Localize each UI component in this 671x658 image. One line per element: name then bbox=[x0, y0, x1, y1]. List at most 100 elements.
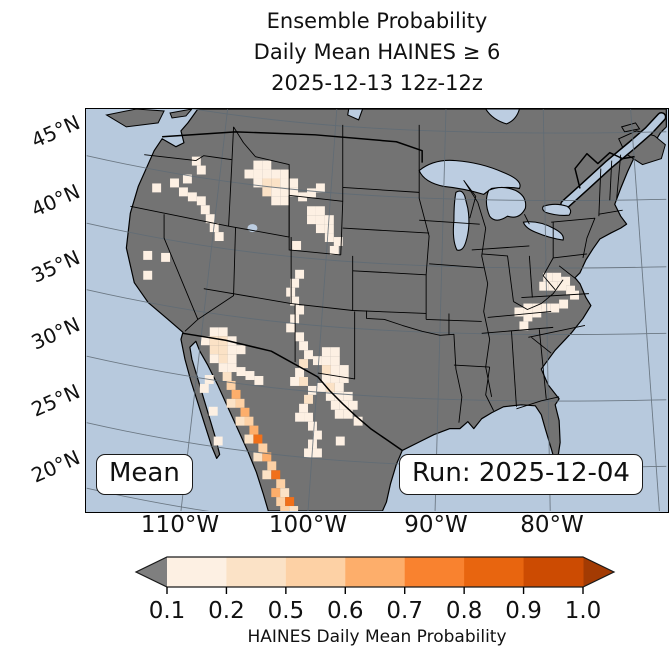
probability-cell bbox=[299, 359, 309, 369]
nova-scotia bbox=[618, 122, 666, 166]
probability-cell bbox=[330, 347, 340, 357]
lake-michigan bbox=[452, 190, 470, 251]
colorbar[interactable]: 0.1 0.2 0.5 0.6 0.7 0.8 0.9 1.0 bbox=[134, 556, 616, 636]
probability-cell bbox=[315, 206, 325, 216]
probability-cell bbox=[286, 287, 296, 297]
probability-cell bbox=[196, 165, 206, 175]
lon-tick-110w: 110°W bbox=[140, 512, 220, 538]
probability-cell bbox=[209, 327, 219, 337]
north-america-landmass bbox=[125, 109, 667, 511]
probability-cell bbox=[209, 354, 219, 364]
probability-cell bbox=[330, 356, 340, 366]
probability-cell bbox=[299, 403, 309, 413]
probability-cell bbox=[226, 398, 236, 408]
probability-cell bbox=[312, 356, 322, 366]
colorbar-tick-label: 0.8 bbox=[446, 598, 483, 624]
probability-cell bbox=[334, 409, 344, 419]
probability-cell bbox=[325, 391, 335, 401]
probability-cell bbox=[214, 232, 224, 242]
probability-cell bbox=[307, 188, 316, 198]
probability-cell bbox=[227, 354, 237, 364]
probability-cell bbox=[222, 372, 232, 381]
probability-cell bbox=[271, 470, 281, 480]
probability-cell bbox=[244, 169, 254, 179]
lat-tick-25n: 25°N bbox=[27, 379, 84, 422]
probability-cell bbox=[244, 416, 254, 426]
probability-cell bbox=[523, 312, 533, 322]
probability-cell bbox=[519, 321, 529, 331]
probability-cell bbox=[514, 307, 524, 317]
probability-cell bbox=[231, 389, 241, 399]
probability-cell bbox=[299, 341, 309, 351]
lake-ontario bbox=[542, 203, 572, 216]
probability-cell bbox=[330, 400, 340, 410]
probability-cell bbox=[321, 347, 331, 357]
probability-cell bbox=[559, 299, 569, 309]
probability-cell bbox=[566, 285, 576, 295]
probability-cell bbox=[200, 336, 210, 346]
meridian-110w bbox=[180, 109, 229, 511]
probability-cell bbox=[523, 303, 533, 313]
probability-cell bbox=[286, 323, 296, 333]
lon-tick-90w: 90°W bbox=[404, 512, 468, 538]
probability-cell bbox=[304, 412, 313, 422]
probability-cell bbox=[213, 436, 223, 446]
probability-cell bbox=[334, 391, 344, 401]
probability-cell bbox=[249, 425, 259, 435]
parallel-20n bbox=[86, 487, 210, 511]
probability-cell bbox=[262, 452, 272, 462]
probability-cell bbox=[324, 215, 334, 225]
colorbar-segment bbox=[464, 557, 525, 587]
probability-cell bbox=[333, 237, 343, 246]
probability-cell bbox=[218, 363, 228, 373]
graticule-gridlines bbox=[86, 109, 667, 511]
probability-cell bbox=[295, 269, 305, 279]
colorbar-tick-label: 0.9 bbox=[505, 598, 542, 624]
probability-cell bbox=[321, 374, 331, 383]
colorbar-tick-label: 0.2 bbox=[208, 598, 245, 624]
probability-cell bbox=[262, 187, 272, 197]
probability-cell bbox=[290, 314, 300, 324]
probability-cell bbox=[304, 394, 313, 404]
probability-cell bbox=[271, 169, 281, 179]
probability-cell bbox=[295, 368, 305, 377]
probability-cell bbox=[334, 382, 344, 392]
probability-cell bbox=[191, 156, 201, 166]
colorbar-segment bbox=[404, 557, 465, 587]
probability-cell bbox=[312, 430, 322, 440]
probability-cell bbox=[289, 187, 299, 197]
probability-cell bbox=[280, 178, 290, 188]
conus-map bbox=[86, 109, 667, 511]
probability-cell bbox=[143, 270, 153, 280]
probability-cell bbox=[308, 385, 317, 395]
probability-cell bbox=[324, 233, 334, 243]
probability-cell bbox=[304, 350, 313, 360]
probability-cell bbox=[235, 398, 245, 408]
probability-cell bbox=[280, 506, 290, 511]
probability-cell bbox=[348, 400, 358, 410]
lake-huron bbox=[485, 186, 527, 221]
probability-cell bbox=[271, 196, 281, 206]
probability-cell bbox=[292, 241, 302, 250]
probability-cell bbox=[330, 365, 340, 375]
national-borders bbox=[162, 131, 635, 452]
mean-badge: Mean bbox=[96, 454, 193, 495]
probability-cell bbox=[290, 278, 300, 288]
probability-cell bbox=[325, 382, 335, 392]
map-canvas[interactable] bbox=[85, 108, 669, 513]
probability-cell bbox=[315, 224, 325, 234]
probability-cell bbox=[262, 178, 272, 188]
probability-cell bbox=[276, 497, 286, 507]
probability-cell bbox=[218, 336, 228, 346]
probability-cell bbox=[335, 436, 345, 446]
probability-cell bbox=[200, 205, 210, 215]
probability-cell bbox=[550, 303, 560, 313]
colorbar-tick-label: 0.6 bbox=[327, 598, 364, 624]
probability-cell bbox=[218, 354, 228, 364]
probability-cell bbox=[218, 327, 228, 337]
lat-tick-45n: 45°N bbox=[27, 110, 84, 153]
probability-cell bbox=[295, 412, 305, 422]
parallel-30n bbox=[86, 355, 667, 402]
probability-cell bbox=[324, 224, 334, 234]
